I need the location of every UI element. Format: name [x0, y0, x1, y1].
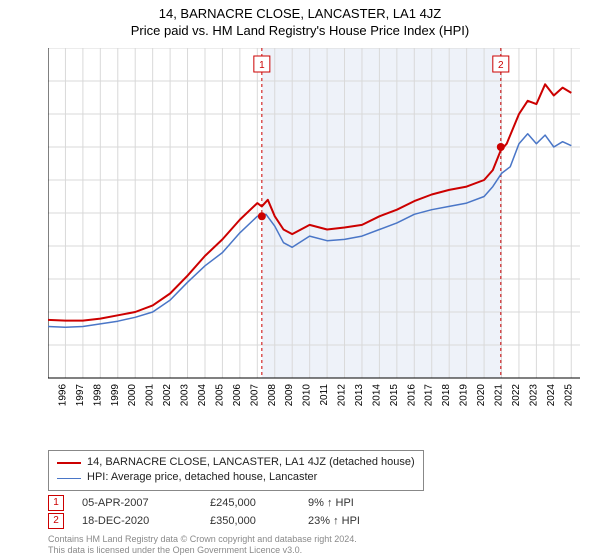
- title-block: 14, BARNACRE CLOSE, LANCASTER, LA1 4JZ P…: [0, 0, 600, 38]
- txn-price: £350,000: [210, 515, 290, 527]
- txn-price: £245,000: [210, 497, 290, 509]
- svg-text:2005: 2005: [214, 384, 225, 407]
- legend-item: 14, BARNACRE CLOSE, LANCASTER, LA1 4JZ (…: [57, 455, 415, 470]
- title-subtitle: Price paid vs. HM Land Registry's House …: [0, 23, 600, 38]
- svg-text:2002: 2002: [162, 384, 173, 407]
- footer-line: Contains HM Land Registry data © Crown c…: [48, 534, 357, 545]
- svg-text:1996: 1996: [57, 384, 68, 407]
- svg-text:2024: 2024: [546, 384, 557, 407]
- svg-text:2023: 2023: [528, 384, 539, 407]
- marker-badge: 2: [48, 513, 64, 529]
- legend-item: HPI: Average price, detached house, Lanc…: [57, 470, 415, 485]
- svg-text:2012: 2012: [337, 384, 348, 407]
- title-address: 14, BARNACRE CLOSE, LANCASTER, LA1 4JZ: [0, 6, 600, 21]
- svg-text:1995: 1995: [48, 384, 51, 407]
- svg-text:1: 1: [259, 60, 265, 71]
- svg-text:2011: 2011: [319, 384, 330, 406]
- svg-text:2019: 2019: [459, 384, 470, 407]
- svg-text:2017: 2017: [424, 384, 435, 407]
- legend-swatch: [57, 478, 81, 479]
- txn-date: 05-APR-2007: [82, 497, 192, 509]
- svg-text:2001: 2001: [145, 384, 156, 407]
- svg-text:2006: 2006: [232, 384, 243, 407]
- svg-text:2021: 2021: [494, 384, 505, 407]
- legend: 14, BARNACRE CLOSE, LANCASTER, LA1 4JZ (…: [48, 450, 424, 491]
- table-row: 1 05-APR-2007 £245,000 9% ↑ HPI: [48, 494, 408, 512]
- svg-text:2007: 2007: [249, 384, 260, 407]
- svg-text:1997: 1997: [75, 384, 86, 407]
- price-chart: £0£50K£100K£150K£200K£250K£300K£350K£400…: [48, 48, 580, 428]
- svg-text:2: 2: [498, 60, 504, 71]
- footer-line: This data is licensed under the Open Gov…: [48, 545, 357, 556]
- svg-text:2008: 2008: [267, 384, 278, 407]
- footer-attribution: Contains HM Land Registry data © Crown c…: [48, 534, 357, 556]
- svg-text:2009: 2009: [284, 384, 295, 407]
- svg-text:2013: 2013: [354, 384, 365, 407]
- legend-swatch: [57, 462, 81, 464]
- legend-label: 14, BARNACRE CLOSE, LANCASTER, LA1 4JZ (…: [87, 455, 415, 470]
- svg-text:2004: 2004: [197, 384, 208, 407]
- txn-pct: 23% ↑ HPI: [308, 515, 408, 527]
- svg-text:2014: 2014: [371, 384, 382, 407]
- svg-text:2010: 2010: [302, 384, 313, 407]
- legend-label: HPI: Average price, detached house, Lanc…: [87, 470, 317, 485]
- txn-pct: 9% ↑ HPI: [308, 497, 408, 509]
- svg-text:2015: 2015: [389, 384, 400, 407]
- svg-text:2020: 2020: [476, 384, 487, 407]
- marker-badge: 1: [48, 495, 64, 511]
- chart-container: 14, BARNACRE CLOSE, LANCASTER, LA1 4JZ P…: [0, 0, 600, 560]
- table-row: 2 18-DEC-2020 £350,000 23% ↑ HPI: [48, 512, 408, 530]
- svg-text:1998: 1998: [92, 384, 103, 407]
- svg-text:2018: 2018: [441, 384, 452, 407]
- svg-text:2025: 2025: [563, 384, 574, 407]
- txn-date: 18-DEC-2020: [82, 515, 192, 527]
- svg-text:2003: 2003: [180, 384, 191, 407]
- transaction-table: 1 05-APR-2007 £245,000 9% ↑ HPI 2 18-DEC…: [48, 494, 408, 530]
- svg-text:1999: 1999: [110, 384, 121, 407]
- svg-text:2000: 2000: [127, 384, 138, 407]
- svg-text:2016: 2016: [406, 384, 417, 407]
- svg-text:2022: 2022: [511, 384, 522, 407]
